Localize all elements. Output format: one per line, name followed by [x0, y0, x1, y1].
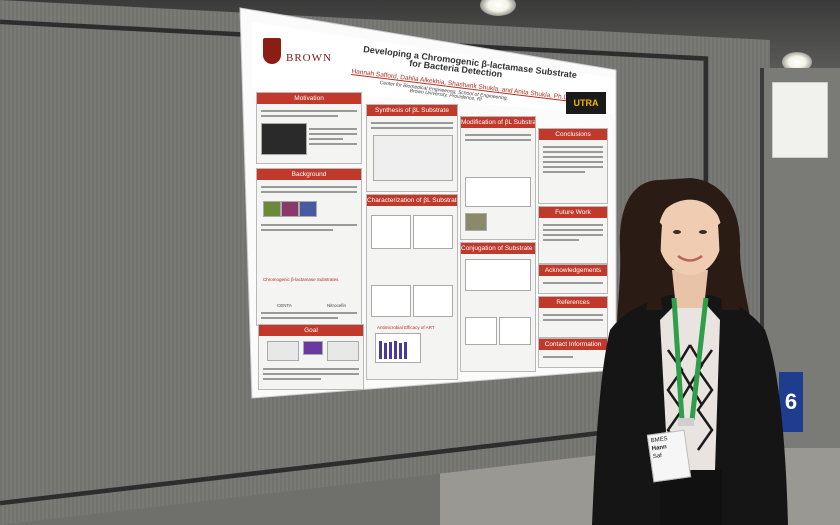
adjacent-paper-sign — [772, 82, 828, 158]
text-block — [261, 309, 357, 322]
section-synthesis: Synthesis of βL Substrate — [366, 104, 458, 192]
section-title: Characterization of βL Substrate — [367, 195, 457, 206]
text-block — [543, 143, 603, 176]
section-future-work: Future Work — [538, 206, 608, 264]
text-block — [261, 107, 357, 120]
conjugation-plot — [465, 317, 497, 345]
absorbance-plot — [413, 215, 453, 249]
section-title: Acknowledgements — [539, 265, 607, 276]
section-conclusions: Conclusions — [538, 128, 608, 204]
nmr-spectrum — [465, 177, 531, 207]
text-block — [465, 131, 531, 144]
text-block — [263, 365, 359, 383]
section-characterization: Characterization of βL Substrate Antimic… — [366, 194, 458, 380]
booth-number-tag: 6 — [779, 372, 803, 432]
label-nitrocefin: Nitrocefin — [327, 303, 347, 308]
section-acknowledgements: Acknowledgements — [538, 264, 608, 294]
label-centa: CENTA — [277, 303, 292, 308]
bar-chart-bars — [379, 341, 407, 359]
text-block — [543, 221, 603, 244]
conjugation-plot — [499, 317, 531, 345]
section-title: Goal — [259, 325, 363, 336]
section-motivation: Motivation — [256, 92, 362, 164]
conjugation-plot — [465, 259, 531, 291]
section-goal: Goal — [258, 324, 364, 390]
section-title: Motivation — [257, 93, 361, 104]
text-block — [543, 353, 603, 361]
bacteria-image — [299, 201, 317, 217]
name-badge: BMES Hann Saf — [646, 429, 692, 483]
presenter-person — [592, 178, 788, 525]
text-block — [543, 311, 603, 324]
text-block — [309, 125, 357, 148]
kinetics-plot — [413, 285, 453, 317]
utra-logo: UTRA — [566, 92, 606, 114]
section-title: Contact Information — [539, 339, 607, 350]
ceiling-light — [480, 0, 516, 16]
section-title: Future Work — [539, 207, 607, 218]
sample-photo — [465, 213, 487, 231]
ceiling-light — [782, 52, 812, 72]
absorbance-plot — [371, 215, 411, 249]
text-block — [371, 119, 453, 132]
section-title: References — [539, 297, 607, 308]
section-title: Modification of βL Substrate — [461, 117, 535, 128]
text-block — [261, 221, 357, 234]
section-references: References — [538, 296, 608, 338]
goal-diagram — [303, 341, 323, 355]
subhead-chromogenic: Chromogenic β-lactamase Substrates — [263, 277, 339, 282]
goal-diagram — [267, 341, 299, 361]
section-modification: Modification of βL Substrate — [460, 116, 536, 240]
subhead-antimicrobial: Antimicrobial Efficacy of ART — [377, 325, 435, 330]
section-title: Conjugation of Substrate to PEG — [461, 243, 535, 254]
text-block — [543, 279, 603, 287]
synthesis-scheme — [373, 135, 453, 181]
motivation-figure — [261, 123, 307, 155]
goal-diagram — [327, 341, 359, 361]
brown-crest-logo — [263, 38, 281, 64]
text-block — [261, 183, 357, 196]
bacteria-image — [263, 201, 281, 217]
bar-chart-figure — [375, 333, 421, 363]
section-title: Background — [257, 169, 361, 180]
section-title: Conclusions — [539, 129, 607, 140]
section-conjugation: Conjugation of Substrate to PEG — [460, 242, 536, 372]
section-background: Background Chromogenic β-lactamase Subst… — [256, 168, 362, 326]
kinetics-plot — [371, 285, 411, 317]
institution-logo: BROWN — [286, 52, 332, 64]
section-title: Synthesis of βL Substrate — [367, 105, 457, 116]
section-contact: Contact Information — [538, 338, 608, 368]
bacteria-image — [281, 201, 299, 217]
